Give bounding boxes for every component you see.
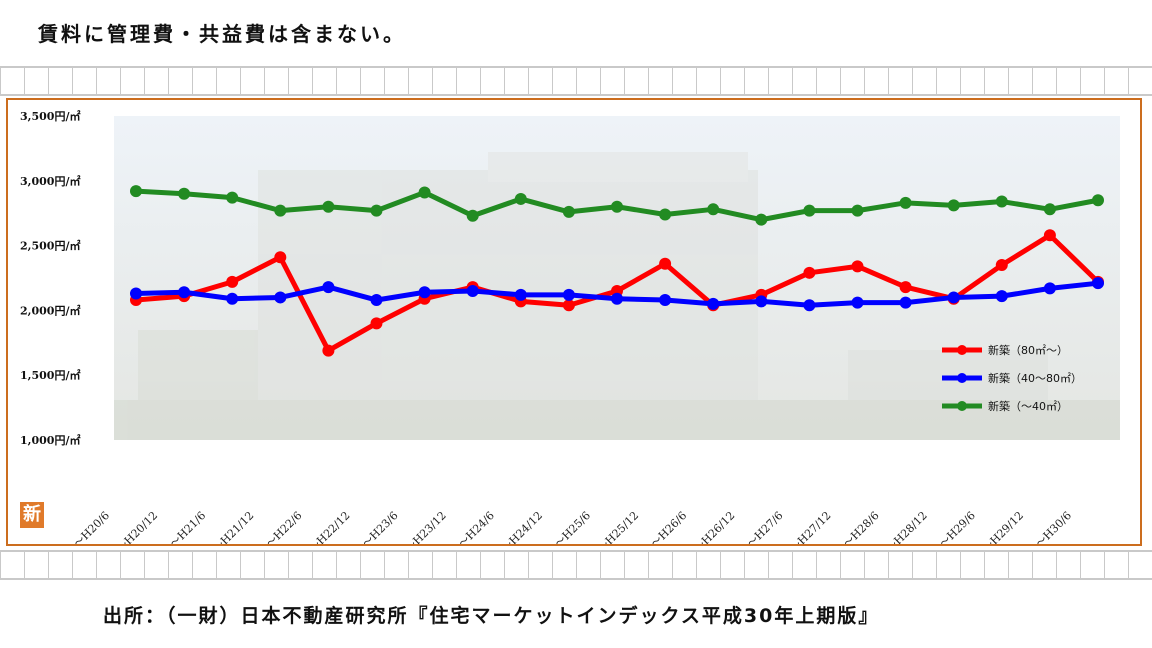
data-point	[995, 259, 1008, 272]
y-tick-label: 1,500円/㎡	[20, 368, 80, 382]
y-tick-label: 2,000円/㎡	[20, 303, 80, 317]
data-point	[178, 187, 191, 200]
legend-entry: 新築（～40㎡）	[942, 399, 1068, 413]
data-point	[1043, 229, 1056, 242]
data-point	[659, 294, 672, 307]
legend-entry: 新築（40～80㎡）	[942, 371, 1082, 385]
data-point	[322, 344, 335, 357]
y-tick-label: 2,500円/㎡	[20, 239, 80, 253]
legend-label: 新築（～40㎡）	[988, 399, 1068, 413]
data-point	[611, 292, 623, 305]
data-point	[514, 288, 527, 301]
y-tick-label: 3,000円/㎡	[20, 174, 80, 188]
data-point	[995, 195, 1008, 208]
data-point	[803, 299, 816, 312]
data-point	[418, 286, 431, 299]
data-point	[659, 257, 672, 270]
series-3	[130, 185, 1104, 226]
data-point	[755, 213, 768, 226]
logo-badge: 新	[20, 502, 44, 528]
data-point	[1092, 194, 1104, 207]
data-point	[899, 296, 912, 309]
data-point	[611, 200, 623, 213]
data-point	[899, 196, 912, 209]
data-point	[947, 291, 960, 304]
data-point	[851, 204, 864, 217]
data-point	[1043, 203, 1056, 216]
data-point	[562, 205, 575, 218]
data-point	[851, 260, 864, 273]
data-point	[370, 204, 383, 217]
data-point	[226, 292, 239, 305]
data-point	[418, 186, 431, 199]
y-tick-label: 1,000円/㎡	[20, 433, 80, 447]
legend-marker	[957, 345, 967, 355]
source-citation: 出所：（一財）日本不動産研究所『住宅マーケットインデックス平成30年上期版』	[103, 605, 880, 627]
legend-label: 新築（80㎡～）	[988, 343, 1068, 357]
data-point	[1092, 277, 1104, 290]
data-point	[707, 203, 720, 216]
data-point	[226, 191, 239, 204]
legend-marker	[957, 373, 967, 383]
legend-entry: 新築（80㎡～）	[942, 343, 1068, 357]
data-point	[803, 204, 816, 217]
grid-strip-top	[0, 66, 1152, 96]
data-point	[851, 296, 864, 309]
data-point	[370, 317, 383, 330]
grid-strip-bottom	[0, 550, 1152, 580]
data-point	[707, 297, 720, 310]
data-point	[899, 281, 912, 294]
data-point	[1043, 282, 1056, 295]
data-point	[755, 295, 768, 308]
data-point	[514, 192, 527, 205]
chart-frame: 1,000円/㎡ 1,500円/㎡ 2,000円/㎡ 2,500円/㎡ 3,000円/㎡…	[6, 98, 1142, 546]
data-point	[274, 204, 287, 217]
data-point	[226, 275, 239, 288]
data-point	[274, 291, 287, 304]
data-point	[466, 209, 479, 222]
rent-line-chart: 1,000円/㎡ 1,500円/㎡ 2,000円/㎡ 2,500円/㎡ 3,000円/㎡…	[20, 109, 1120, 544]
data-point	[995, 290, 1008, 303]
series-2	[130, 277, 1104, 312]
y-tick-label: 3,500円/㎡	[20, 109, 80, 123]
data-point	[322, 281, 335, 294]
legend-marker	[957, 401, 967, 411]
data-point	[562, 299, 575, 312]
rent-note: 賃料に管理費・共益費は含まない。	[38, 22, 406, 46]
data-point	[322, 200, 335, 213]
series-1	[130, 229, 1104, 357]
data-point	[370, 294, 383, 307]
data-point	[947, 199, 960, 212]
data-point	[803, 266, 816, 279]
legend-label: 新築（40～80㎡）	[988, 371, 1082, 385]
data-point	[562, 288, 575, 301]
data-point	[466, 284, 479, 297]
data-point	[130, 185, 142, 198]
data-point	[274, 251, 287, 264]
data-point	[659, 208, 672, 221]
x-tick-label: H20/1～H20/6	[47, 509, 112, 544]
data-point	[130, 287, 142, 300]
data-point	[178, 286, 191, 299]
